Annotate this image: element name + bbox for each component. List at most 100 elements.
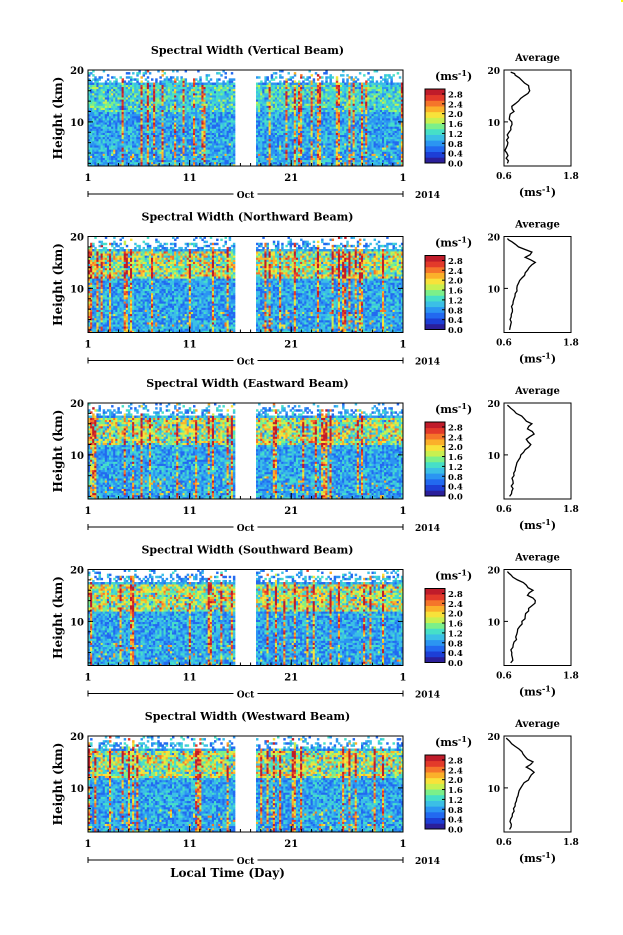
heatmap-cell	[136, 120, 138, 122]
heatmap-cell	[151, 103, 153, 105]
heatmap-cell	[92, 95, 94, 97]
heatmap-cell	[115, 133, 117, 135]
heatmap-cell	[149, 126, 151, 128]
heatmap-cell	[126, 141, 128, 143]
heatmap-cell	[92, 145, 94, 147]
heatmap-cell	[126, 158, 128, 160]
heatmap-cell	[99, 141, 101, 143]
heatmap-cell	[138, 89, 140, 91]
heatmap-cell	[111, 135, 113, 137]
heatmap-cell	[122, 118, 124, 120]
heatmap-cell	[147, 141, 149, 143]
heatmap-cell	[151, 124, 153, 126]
heatmap-cell	[105, 158, 107, 160]
heatmap-cell	[153, 145, 155, 147]
heatmap-cell	[138, 124, 140, 126]
heatmap-cell	[147, 108, 149, 110]
heatmap-cell	[151, 83, 153, 85]
heatmap-cell	[155, 131, 157, 133]
heatmap-cell	[107, 78, 109, 80]
heatmap-cell	[92, 87, 94, 89]
heatmap-cell	[122, 147, 124, 149]
heatmap-cell	[107, 93, 109, 95]
heatmap-cell	[138, 151, 140, 153]
heatmap-cell	[122, 110, 124, 112]
heatmap-cell	[153, 135, 155, 137]
heatmap-cell	[145, 116, 147, 118]
heatmap-cell	[141, 83, 143, 85]
heatmap-cell	[130, 93, 132, 95]
heatmap-cell	[134, 143, 136, 145]
heatmap-cell	[145, 128, 147, 130]
heatmap-cell	[92, 118, 94, 120]
heatmap-cell	[155, 95, 157, 97]
heatmap-cell	[115, 147, 117, 149]
heatmap-cell	[145, 89, 147, 91]
heatmap-cell	[115, 99, 117, 101]
heatmap-cell	[107, 116, 109, 118]
heatmap-cell	[130, 103, 132, 105]
heatmap-cell	[107, 143, 109, 145]
heatmap-cell	[99, 105, 101, 107]
heatmap-cell	[143, 91, 145, 93]
heatmap-cell	[155, 126, 157, 128]
heatmap-cell	[105, 139, 107, 141]
heatmap-cell	[113, 126, 115, 128]
heatmap-cell	[141, 99, 143, 101]
heatmap-cell	[153, 124, 155, 126]
heatmap-cell	[134, 118, 136, 120]
heatmap-cell	[105, 85, 107, 87]
heatmap-cell	[145, 153, 147, 155]
heatmap-cell	[128, 122, 130, 124]
heatmap-cell	[103, 112, 105, 114]
heatmap-cell	[107, 91, 109, 93]
heatmap-cell	[115, 105, 117, 107]
heatmap-cell	[124, 89, 126, 91]
heatmap-cell	[113, 85, 115, 87]
heatmap-cell	[120, 137, 122, 139]
heatmap-cell	[90, 135, 92, 137]
heatmap-cell	[94, 95, 96, 97]
heatmap-cell	[157, 101, 159, 103]
heatmap-cell	[141, 101, 143, 103]
heatmap-cell	[96, 141, 98, 143]
heatmap-cell	[120, 122, 122, 124]
heatmap-cell	[90, 139, 92, 141]
heatmap-cell	[153, 103, 155, 105]
heatmap-cell	[138, 108, 140, 110]
heatmap-cell	[147, 126, 149, 128]
heatmap-cell	[153, 141, 155, 143]
heatmap-cell	[103, 97, 105, 99]
heatmap-cell	[157, 93, 159, 95]
heatmap-cell	[92, 126, 94, 128]
heatmap-cell	[155, 133, 157, 135]
heatmap-cell	[132, 137, 134, 139]
heatmap-cell	[128, 93, 130, 95]
heatmap-cell	[134, 110, 136, 112]
heatmap-cell	[130, 160, 132, 162]
heatmap-cell	[120, 120, 122, 122]
heatmap-cell	[147, 118, 149, 120]
heatmap-cell	[153, 151, 155, 153]
heatmap-cell	[141, 149, 143, 151]
heatmap-cell	[143, 120, 145, 122]
heatmap-cell	[124, 80, 126, 82]
heatmap-cell	[149, 153, 151, 155]
heatmap-cell	[111, 153, 113, 155]
heatmap-cell	[120, 162, 122, 164]
heatmap-cell	[134, 105, 136, 107]
heatmap-cell	[107, 118, 109, 120]
heatmap-cell	[132, 116, 134, 118]
heatmap-cell	[155, 153, 157, 155]
heatmap-cell	[113, 141, 115, 143]
heatmap-cell	[115, 126, 117, 128]
heatmap-cell	[124, 114, 126, 116]
heatmap-cell	[92, 131, 94, 133]
heatmap-cell	[122, 97, 124, 99]
heatmap-cell	[107, 137, 109, 139]
heatmap-cell	[101, 133, 103, 135]
heatmap-cell	[113, 147, 115, 149]
heatmap-cell	[120, 158, 122, 160]
heatmap-cell	[120, 118, 122, 120]
heatmap-cell	[136, 103, 138, 105]
